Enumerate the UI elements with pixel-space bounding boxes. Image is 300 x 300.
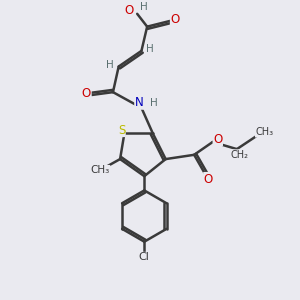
Text: O: O: [82, 87, 91, 100]
Text: CH₃: CH₃: [91, 166, 110, 176]
Text: O: O: [170, 13, 180, 26]
Text: N: N: [135, 96, 144, 109]
Text: Cl: Cl: [139, 252, 150, 262]
Text: O: O: [204, 172, 213, 185]
Text: O: O: [124, 4, 133, 17]
Text: O: O: [213, 133, 222, 146]
Text: H: H: [150, 98, 158, 108]
Text: S: S: [118, 124, 125, 136]
Text: CH₃: CH₃: [255, 127, 274, 137]
Text: H: H: [146, 44, 154, 54]
Text: H: H: [140, 2, 147, 12]
Text: CH₂: CH₂: [231, 150, 249, 160]
Text: H: H: [106, 60, 114, 70]
